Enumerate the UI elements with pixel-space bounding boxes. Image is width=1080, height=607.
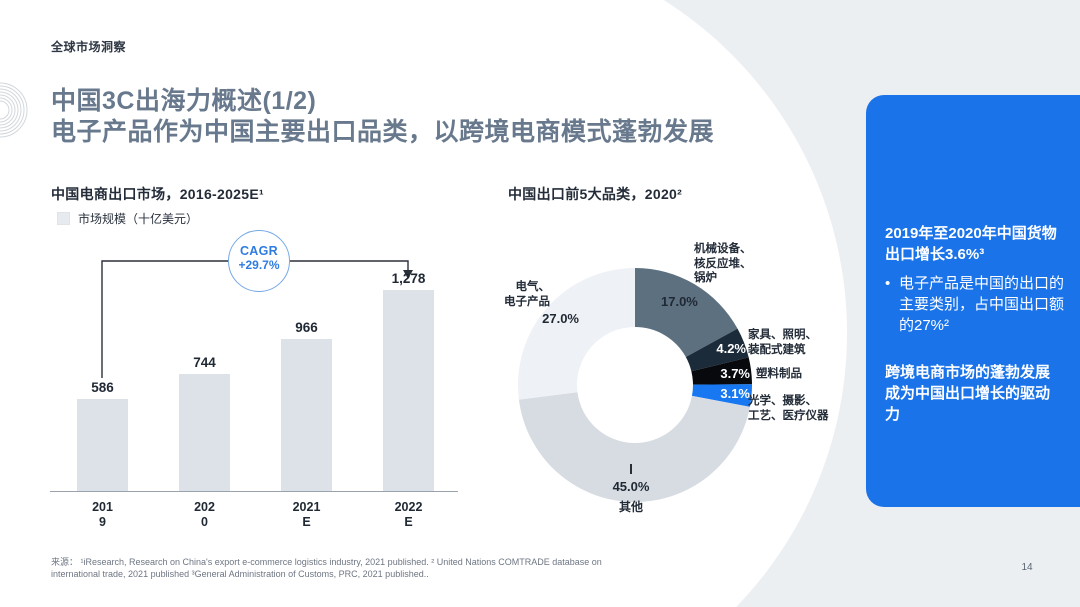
donut-chart-title: 中国出口前5大品类，2020² (508, 186, 683, 202)
source-note: 来源： ¹iResearch, Research on China's expo… (51, 557, 602, 579)
donut-segment-4 (518, 392, 750, 502)
bar (179, 374, 230, 492)
x-axis-tick-label: 2021 E (292, 500, 321, 529)
bar (383, 290, 434, 492)
donut-pct-machinery: 17.0% (661, 294, 698, 309)
bar-value-label: 586 (91, 380, 114, 395)
insight-panel: 2019年至2020年中国货物出口增长3.6%³ • 电子产品是中国的出口的主要… (866, 95, 1080, 507)
insight-headline: 2019年至2020年中国货物出口增长3.6%³ (885, 225, 1057, 263)
concentric-rings-icon (0, 82, 28, 138)
donut-leader-tick (630, 464, 632, 474)
donut-segment-2 (691, 357, 752, 385)
bar-value-label: 966 (295, 320, 318, 335)
insight-bullet-text: 电子产品是中国的出口的主要类别，占中国出口额的27%² (899, 275, 1065, 334)
x-axis-tick-label: 201 9 (92, 500, 113, 529)
page-title-line1: 中国3C出海力概述(1/2) (51, 87, 317, 115)
donut-segment-3 (691, 384, 752, 407)
bar-chart-legend: 市场规模（十亿美元） (57, 210, 198, 227)
report-section-label: 全球市场洞察 (51, 40, 127, 54)
donut-label-electronics: 电气、 电子产品 (504, 281, 550, 308)
donut-segment-1 (685, 328, 749, 372)
bar-value-label: 1,278 (391, 271, 426, 286)
bar (77, 399, 128, 492)
bar-value-label: 744 (193, 355, 216, 370)
donut-segment-5 (518, 268, 635, 400)
donut-chart (518, 268, 752, 502)
cagr-badge: CAGR +29.7% (228, 230, 290, 292)
bar-chart-title: 中国电商出口市场，2016-2025E¹ (51, 186, 264, 202)
bar-chart-x-axis (50, 491, 458, 492)
cagr-label: CAGR (239, 244, 278, 258)
donut-segment-0 (635, 268, 738, 358)
donut-label-plastics: 塑料制品 (756, 368, 802, 380)
donut-pct-plastics: 3.7% (720, 366, 750, 381)
bar (281, 339, 332, 492)
donut-pct-electronics: 27.0% (542, 311, 579, 326)
insight-paragraph2: 跨境电商市场的蓬勃发展成为中国出口增长的驱动力 (885, 364, 1051, 423)
donut-label-furniture: 家具、照明、 装配式建筑 (748, 329, 817, 356)
donut-pct-optical: 3.1% (720, 386, 750, 401)
cagr-value: +29.7% (238, 258, 280, 272)
legend-label: 市场规模（十亿美元） (78, 212, 199, 226)
page-number: 14 (1021, 562, 1033, 573)
donut-pct-others: 45.0% (612, 479, 650, 494)
legend-swatch (57, 212, 70, 225)
page-title: 中国3C出海力概述(1/2) 电子产品作为中国主要出口品类，以跨境电商模式蓬勃发… (51, 86, 714, 148)
donut-label-machinery: 机械设备、 核反应堆、 锅炉 (694, 243, 752, 284)
insight-bullet-item: • 电子产品是中国的出口的主要类别，占中国出口额的27%² (885, 273, 1064, 336)
donut-label-optical: 光学、摄影、 工艺、医疗仪器 (748, 395, 829, 422)
donut-pct-furniture: 4.2% (716, 341, 746, 356)
donut-label-others: 其他 (618, 500, 643, 514)
page-title-line2: 电子产品作为中国主要出口品类，以跨境电商模式蓬勃发展 (51, 118, 715, 146)
x-axis-tick-label: 202 0 (194, 500, 215, 529)
x-axis-tick-label: 2022 E (394, 500, 423, 529)
bullet-marker-icon: • (885, 275, 891, 292)
